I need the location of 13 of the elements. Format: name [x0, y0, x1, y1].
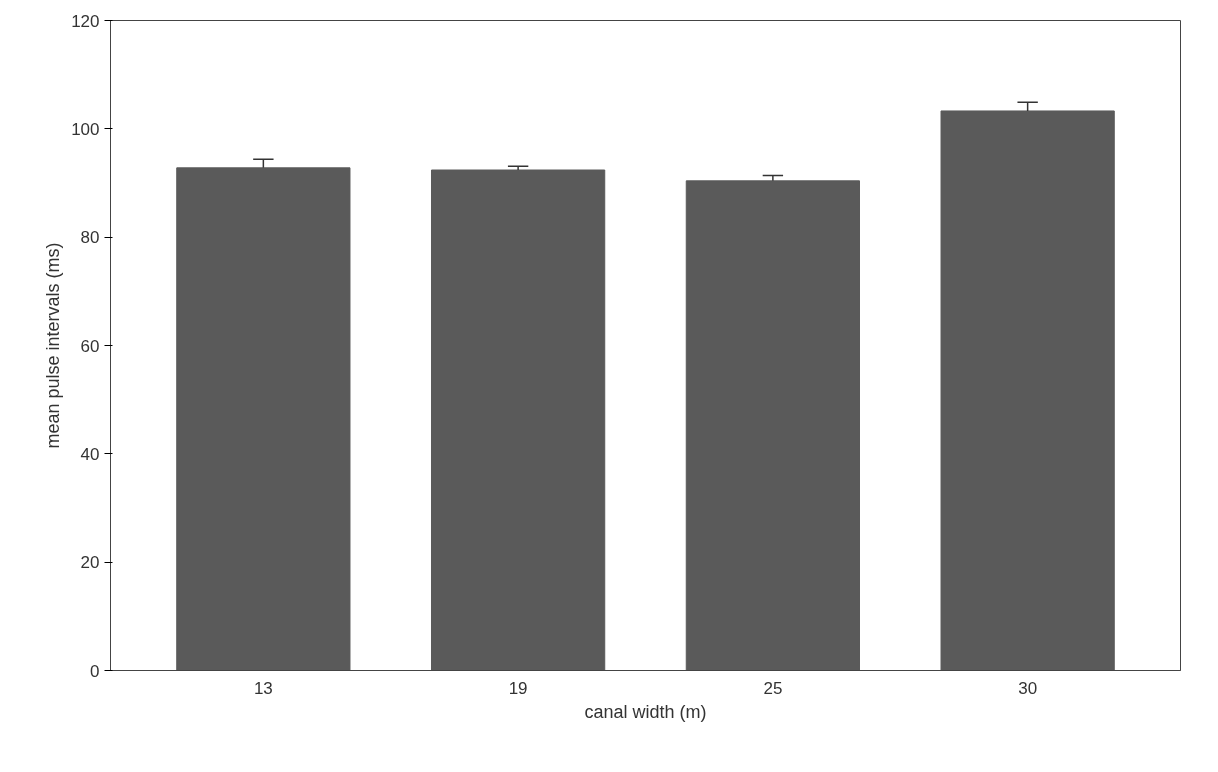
y-tick-label: 100 [71, 119, 100, 139]
x-tick-label: 19 [508, 678, 528, 698]
y-tick-label: 40 [80, 444, 100, 464]
y-tick-label: 80 [80, 228, 100, 248]
x-tick-label: 30 [1018, 678, 1038, 698]
y-tick-label: 20 [80, 553, 100, 573]
x-tick-label: 25 [763, 678, 783, 698]
x-tick-label: 13 [253, 678, 273, 698]
y-tick-label: 60 [80, 336, 100, 356]
y-tick-label: 0 [90, 661, 100, 681]
x-axis-title: canal width (m) [584, 701, 707, 722]
y-axis-title: mean pulse intervals (ms) [43, 242, 64, 449]
y-tick-label: 120 [71, 11, 100, 31]
